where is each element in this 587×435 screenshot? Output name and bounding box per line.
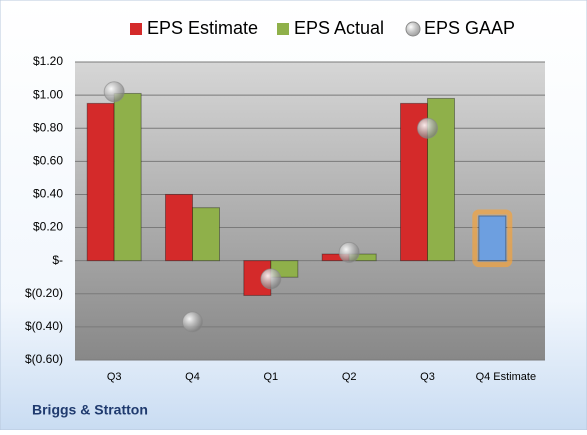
- y-tick-label: $1.00: [33, 87, 63, 101]
- y-tick-label: $(0.40): [25, 319, 63, 333]
- gaap-point: [182, 311, 203, 333]
- gaap-point: [260, 268, 282, 290]
- x-tick-label: Q4 Estimate: [476, 371, 537, 383]
- bar: [86, 102, 115, 262]
- y-tick-label: $0.20: [33, 220, 63, 234]
- gaap-point: [103, 81, 125, 103]
- x-tick-label: Q3: [107, 371, 122, 383]
- gaap-point: [338, 241, 360, 263]
- y-tick-label: $(0.20): [25, 286, 63, 300]
- bar: [192, 207, 220, 262]
- y-tick-label: $0.60: [33, 154, 63, 168]
- y-tick-label: $0.40: [33, 187, 63, 201]
- bar-glow: [472, 209, 513, 268]
- legend-label: EPS Estimate: [147, 18, 258, 38]
- footer: Briggs & Stratton: [32, 402, 148, 418]
- y-tick-label: $-: [52, 253, 63, 267]
- y-tick-label: $1.20: [33, 54, 63, 68]
- x-tick-label: Q3: [420, 371, 435, 383]
- legend-label: EPS GAAP: [424, 18, 515, 38]
- plot-area: [75, 62, 545, 360]
- bar: [478, 215, 507, 262]
- y-tick-label: $0.80: [33, 120, 63, 134]
- bar: [113, 92, 142, 262]
- bar: [165, 193, 193, 262]
- gaap-point: [417, 117, 438, 139]
- legend-marker: [405, 21, 421, 37]
- y-tick-label: $(0.60): [25, 352, 63, 366]
- legend-marker: [130, 23, 142, 35]
- x-tick-label: Q1: [263, 371, 278, 383]
- legend-label: EPS Actual: [294, 18, 384, 38]
- x-tick-label: Q4: [185, 371, 200, 383]
- x-tick-label: Q2: [342, 371, 357, 383]
- legend-marker: [277, 23, 289, 35]
